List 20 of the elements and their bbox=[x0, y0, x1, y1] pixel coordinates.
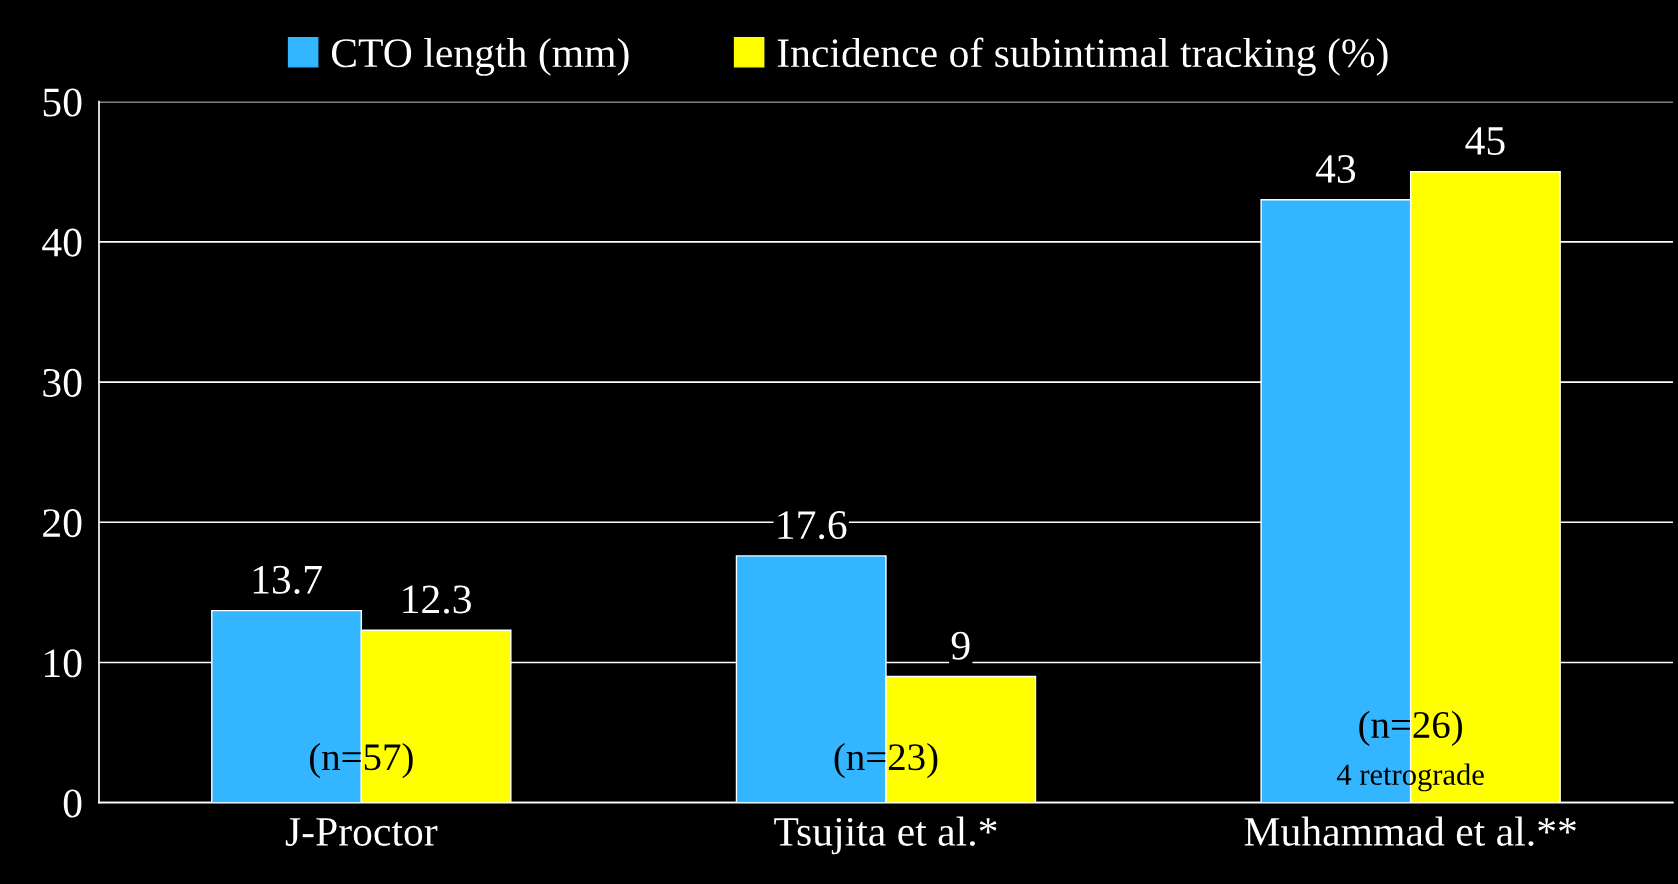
y-tick-label: 30 bbox=[43, 368, 82, 397]
y-tick-label: 50 bbox=[43, 88, 82, 117]
data-label: 43 bbox=[1315, 155, 1356, 183]
data-label: 45 bbox=[1465, 127, 1505, 155]
legend-label: CTO length (mm) bbox=[331, 37, 629, 76]
x-tick-label: J-Proctor bbox=[285, 818, 438, 846]
annotation: (n=57) bbox=[309, 742, 413, 779]
data-label: 9 bbox=[951, 631, 970, 660]
x-tick-label: Tsujita et al.* bbox=[774, 816, 997, 855]
annotation: (n=23) bbox=[834, 742, 938, 779]
legend-label: Incidence of subintimal tracking (%) bbox=[777, 37, 1388, 76]
y-tick-label: 40 bbox=[42, 228, 82, 257]
x-tick-label: Muhammad et al.** bbox=[1244, 816, 1576, 847]
data-label: 17.6 bbox=[778, 511, 847, 540]
y-tick-label: 20 bbox=[43, 509, 82, 538]
y-tick-label: 0 bbox=[63, 789, 82, 818]
data-label: 12.3 bbox=[403, 585, 471, 614]
y-tick-label: 10 bbox=[45, 649, 82, 678]
annotation: (n=26) bbox=[1359, 710, 1463, 746]
data-label: 13.7 bbox=[253, 565, 322, 594]
